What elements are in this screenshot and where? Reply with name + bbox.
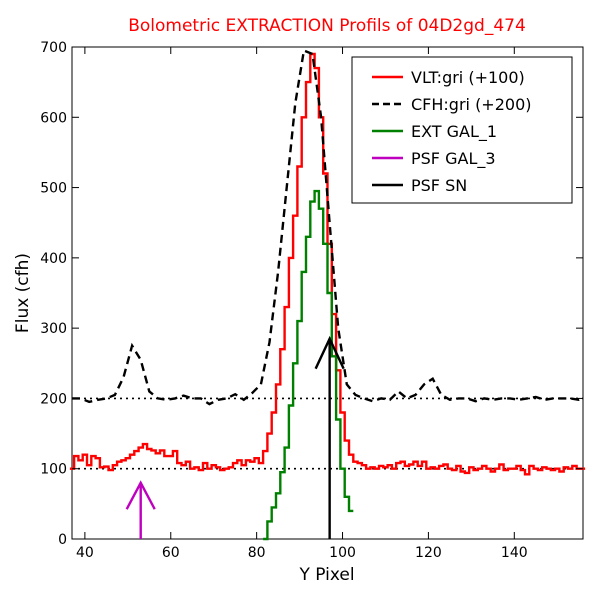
- legend-label: PSF GAL_3: [411, 149, 496, 169]
- x-axis-ticks: 40 60 80 100 120 140: [76, 47, 528, 561]
- legend: VLT:gri (+100) CFH:gri (+200) EXT GAL_1 PSF…: [351, 56, 573, 204]
- x-tick-label: 40: [76, 545, 94, 561]
- y-tick-label: 400: [40, 251, 67, 267]
- arrow-layer: [125, 335, 345, 539]
- legend-label: PSF SN: [411, 176, 467, 195]
- y-tick-label: 600: [40, 110, 67, 126]
- legend-label: CFH:gri (+200): [411, 95, 532, 114]
- y-axis-ticks: 0 100 200 300 400 500 600 700: [40, 40, 583, 548]
- legend-item: EXT GAL_1: [372, 122, 497, 142]
- series-vlt-gri-100: [69, 52, 586, 476]
- x-tick-label: 100: [329, 545, 356, 561]
- legend-item: PSF GAL_3: [372, 149, 496, 169]
- series-ext-gal-1: [263, 189, 354, 541]
- series-layer: [69, 48, 586, 541]
- arrow-psf-gal-3: [125, 480, 156, 539]
- x-tick-label: 60: [162, 545, 180, 561]
- y-tick-label: 200: [40, 391, 67, 407]
- x-axis-label: Y Pixel: [298, 565, 354, 585]
- legend-label: VLT:gri (+100): [411, 68, 525, 87]
- y-tick-label: 0: [58, 532, 67, 548]
- plot-frame: [71, 46, 584, 540]
- y-tick-label: 500: [40, 181, 67, 197]
- y-tick-label: 300: [40, 321, 67, 337]
- legend-item: PSF SN: [372, 176, 467, 195]
- legend-item: CFH:gri (+200): [372, 95, 532, 114]
- reference-lines: [72, 397, 583, 470]
- legend-item: VLT:gri (+100): [372, 68, 525, 87]
- x-tick-label: 80: [248, 545, 266, 561]
- chart-title: Bolometric EXTRACTION Profils of 04D2gd_…: [128, 16, 526, 36]
- legend-label: EXT GAL_1: [411, 122, 497, 142]
- arrow-psf-sn: [314, 335, 345, 539]
- series-cfh-gri-200: [72, 48, 584, 406]
- y-axis-label: Flux (cfh): [13, 253, 33, 333]
- y-tick-label: 700: [40, 40, 67, 56]
- x-tick-label: 120: [415, 545, 442, 561]
- x-tick-label: 140: [501, 545, 528, 561]
- y-tick-label: 100: [40, 462, 67, 478]
